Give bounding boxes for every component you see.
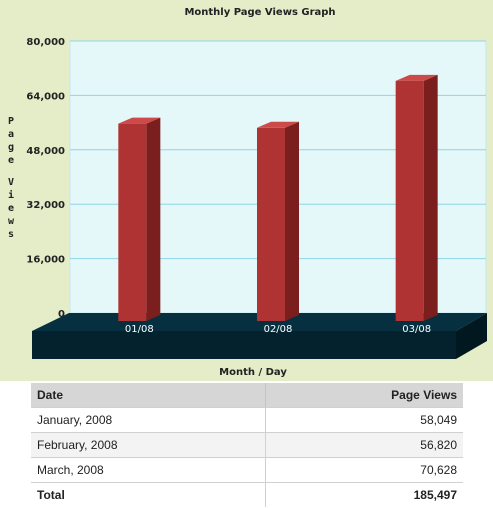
chart-panel: Monthly Page Views Graph 80,000 64,000 48,…	[0, 0, 493, 381]
row-views: 56,820	[265, 432, 463, 458]
y-axis-label-letter: V	[8, 177, 14, 188]
bar-top	[395, 74, 438, 81]
y-axis-label-letter: P	[8, 116, 14, 127]
table-row: March, 2008 70,628	[31, 457, 463, 483]
table-header-row: Date Page Views	[31, 383, 463, 408]
bar-front	[118, 123, 147, 322]
y-axis-label-letter: i	[8, 189, 14, 201]
date-column-header: Date	[31, 383, 266, 408]
y-axis-label-letter: e	[8, 155, 14, 166]
y-tick-label: 64,000	[26, 91, 65, 102]
y-axis-label-letter: e	[8, 203, 14, 214]
y-axis-label-letter: g	[8, 142, 14, 153]
chart-floor-front	[32, 331, 456, 359]
x-tick-label: 02/08	[264, 324, 293, 335]
bar	[118, 117, 161, 322]
y-axis-label-letter: s	[8, 229, 14, 240]
bar	[395, 74, 438, 321]
y-tick-label: 80,000	[26, 37, 65, 48]
bar-top	[257, 121, 299, 128]
bar-front	[257, 127, 285, 321]
bar-side	[146, 117, 161, 322]
row-views: 58,049	[265, 407, 463, 433]
total-label: Total	[31, 482, 266, 507]
bar-front	[395, 80, 424, 321]
y-axis-label-letter: a	[8, 129, 14, 140]
chart-floor-side	[456, 313, 487, 359]
total-row: Total 185,497	[31, 482, 463, 507]
page-views-column-header: Page Views	[265, 383, 463, 408]
row-date: February, 2008	[31, 432, 266, 458]
bar-top	[118, 117, 161, 124]
chart-title: Monthly Page Views Graph	[184, 7, 335, 18]
y-tick-label: 48,000	[26, 146, 65, 157]
bar-side	[423, 74, 438, 321]
bar-side	[285, 121, 299, 321]
x-tick-label: 03/08	[402, 324, 431, 335]
y-tick-label: 0	[58, 309, 65, 320]
y-tick-label: 16,000	[26, 255, 65, 266]
bar	[257, 121, 299, 321]
x-tick-label: 01/08	[125, 324, 154, 335]
row-views: 70,628	[265, 457, 463, 483]
total-views: 185,497	[413, 488, 457, 502]
y-axis-label-letter: w	[8, 216, 15, 227]
bar-chart: Monthly Page Views Graph 80,000 64,000 48,…	[8, 7, 487, 378]
y-tick-label: 32,000	[26, 200, 65, 211]
table-row: February, 2008 56,820	[31, 432, 463, 458]
page-views-table: Date Page Views January, 2008 58,049 Feb…	[31, 383, 463, 507]
table-row: January, 2008 58,049	[31, 407, 463, 433]
x-axis-label: Month / Day	[219, 367, 287, 378]
row-date: January, 2008	[31, 407, 266, 433]
row-date: March, 2008	[31, 457, 266, 483]
